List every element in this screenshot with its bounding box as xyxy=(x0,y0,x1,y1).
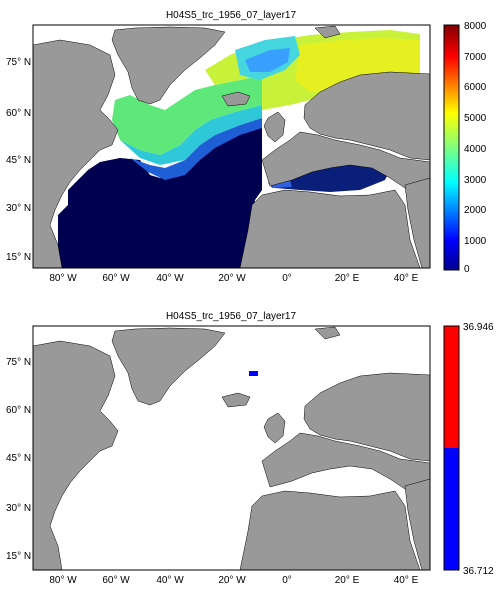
top-cbar-tick-8000: 8000 xyxy=(464,21,487,32)
top-cbar-tick-3000: 3000 xyxy=(464,175,487,186)
bottom-ytick-75n: 75° N xyxy=(6,357,31,368)
top-cbar-tick-6000: 6000 xyxy=(464,82,487,93)
bottom-land-north-america xyxy=(33,340,119,570)
top-y-ticks: 75° N 60° N 45° N 30° N 15° N xyxy=(6,57,31,263)
top-panel-title: H04S5_trc_1956_07_layer17 xyxy=(166,10,297,21)
bottom-land-arabia xyxy=(404,478,430,570)
bottom-colorbar-blue xyxy=(444,448,459,570)
bottom-colorbar-red xyxy=(444,326,459,448)
bottom-panel-title: H04S5_trc_1956_07_layer17 xyxy=(166,311,297,322)
bottom-xtick-80w: 80° W xyxy=(49,575,77,586)
top-land-arabia xyxy=(404,177,430,268)
bottom-xtick-60w: 60° W xyxy=(102,575,130,586)
bottom-x-ticks: 80° W 60° W 40° W 20° W 0° 20° E 40° E xyxy=(49,575,418,586)
top-ytick-30n: 30° N xyxy=(6,203,31,214)
top-land-europe xyxy=(261,131,430,201)
bottom-land-svalbard xyxy=(314,326,341,340)
top-colorbar-ticks: 0 1000 2000 3000 4000 5000 6000 7000 800… xyxy=(464,21,487,275)
bottom-xtick-20w: 20° W xyxy=(218,575,246,586)
top-land-iceland xyxy=(221,91,251,107)
bottom-xtick-0: 0° xyxy=(282,575,292,586)
bottom-xtick-40w: 40° W xyxy=(156,575,184,586)
top-ytick-75n: 75° N xyxy=(6,57,31,68)
top-land-britain xyxy=(263,111,286,143)
bottom-land-greenland xyxy=(111,327,226,406)
top-map xyxy=(33,25,430,268)
bottom-ytick-60n: 60° N xyxy=(6,405,31,416)
top-cbar-tick-5000: 5000 xyxy=(464,113,487,124)
bottom-land-britain xyxy=(263,412,286,444)
bottom-land-europe xyxy=(261,432,430,502)
top-med-west-blue xyxy=(268,180,292,188)
top-ytick-60n: 60° N xyxy=(6,108,31,119)
bottom-map xyxy=(33,326,430,570)
top-land-scandinavia xyxy=(303,71,430,161)
bottom-data-cell xyxy=(249,371,258,376)
top-xtick-0: 0° xyxy=(282,273,292,284)
bottom-ytick-30n: 30° N xyxy=(6,503,31,514)
bottom-land-scandinavia xyxy=(303,372,430,462)
bottom-map-frame xyxy=(32,325,431,571)
top-land-greenland xyxy=(111,26,226,105)
top-ytick-15n: 15° N xyxy=(6,252,31,263)
top-land-africa xyxy=(239,189,421,268)
top-cbar-tick-7000: 7000 xyxy=(464,52,487,63)
bottom-colorbar-frame xyxy=(443,325,460,571)
bottom-land-iceland xyxy=(221,392,251,408)
bottom-y-ticks: 75° N 60° N 45° N 30° N 15° N xyxy=(6,357,31,562)
top-ytick-45n: 45° N xyxy=(6,155,31,166)
top-cbar-tick-0: 0 xyxy=(464,264,470,275)
top-xtick-40w: 40° W xyxy=(156,273,184,284)
top-xtick-40e: 40° E xyxy=(394,273,419,284)
bottom-ytick-45n: 45° N xyxy=(6,453,31,464)
top-x-ticks: 80° W 60° W 40° W 20° W 0° 20° E 40° E xyxy=(49,273,418,284)
top-transition-cyan xyxy=(120,105,262,165)
top-cbar-tick-1000: 1000 xyxy=(464,236,487,247)
bottom-xtick-20e: 20° E xyxy=(335,575,360,586)
top-xtick-20w: 20° W xyxy=(218,273,246,284)
top-map-frame xyxy=(32,24,431,269)
bottom-land-africa xyxy=(239,490,421,570)
top-land-north-america xyxy=(33,39,119,268)
bottom-ytick-15n: 15° N xyxy=(6,551,31,562)
top-nordic-blue xyxy=(245,48,290,72)
top-colorbar xyxy=(443,24,460,271)
top-land-svalbard xyxy=(314,25,341,39)
top-cbar-tick-2000: 2000 xyxy=(464,205,487,216)
bottom-cbar-min-label: 36.712 xyxy=(463,566,494,577)
bottom-cbar-max-label: 36.946 xyxy=(463,322,494,333)
bottom-xtick-40e: 40° E xyxy=(394,575,419,586)
top-deep-ocean-field xyxy=(58,118,262,268)
top-cbar-tick-4000: 4000 xyxy=(464,144,487,155)
top-xtick-20e: 20° E xyxy=(335,273,360,284)
top-labrador-green xyxy=(112,75,262,155)
top-xtick-60w: 60° W xyxy=(102,273,130,284)
top-xtick-80w: 80° W xyxy=(49,273,77,284)
